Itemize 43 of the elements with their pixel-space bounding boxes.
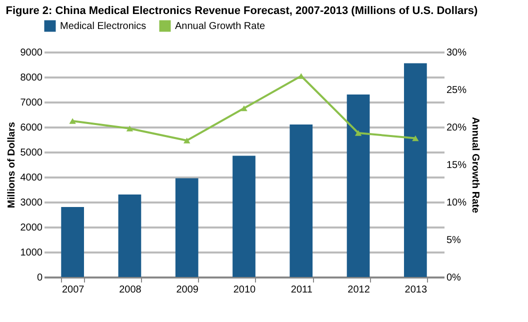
point: [126, 126, 134, 132]
bar: [290, 124, 313, 277]
bar: [61, 207, 84, 277]
x-tick-label: 2013: [404, 284, 428, 296]
point: [354, 130, 362, 136]
point: [184, 138, 190, 144]
y-tick-label: 7000: [20, 98, 43, 108]
bar: [232, 156, 256, 277]
bar: [404, 63, 427, 277]
y2-tick-label: 30%: [446, 48, 467, 58]
y-axis-title: Millions of Dollars: [6, 122, 18, 208]
y2-tick-label: 20%: [446, 122, 467, 134]
y-tick-label: 9000: [20, 48, 43, 58]
bar: [346, 94, 370, 277]
y-tick-label: 5000: [20, 148, 43, 158]
point: [69, 118, 76, 124]
x-tick-label: 2011: [290, 284, 313, 296]
y-tick-label: 3000: [20, 198, 43, 208]
point: [298, 73, 304, 79]
y-tick-label: 6000: [20, 122, 43, 134]
bar: [175, 178, 198, 277]
x-tick-label: 2009: [176, 284, 199, 296]
x-tick-label: 2012: [348, 284, 370, 296]
y2-tick-label: 10%: [446, 198, 467, 208]
y2-tick-label: 0%: [446, 272, 462, 284]
y-tick-label: 1000: [20, 248, 43, 258]
x-tick-label: 2010: [233, 284, 256, 296]
y-tick-label: 2000: [20, 222, 43, 234]
y2-tick-label: 5%: [446, 235, 462, 246]
x-tick-label: 2008: [119, 284, 142, 296]
chart-title: Figure 2: China Medical Electronics Revenue Forecast, 2007-2013 (Millions of U.S. Dollars): [6, 5, 478, 17]
point: [240, 105, 248, 112]
y2-tick-label: 25%: [446, 85, 467, 96]
legend-label: Medical Electronics: [60, 21, 146, 32]
y2-axis-title: Annual Growth Rate: [470, 116, 481, 214]
legend-label: Annual Growth Rate: [175, 21, 266, 32]
point: [412, 135, 419, 142]
y-tick-label: 0: [36, 272, 43, 284]
y2-tick-label: 15%: [446, 160, 467, 171]
y-tick-label: 8000: [20, 72, 43, 84]
bar: [118, 194, 142, 277]
y-tick-label: 4000: [20, 172, 43, 184]
x-tick-label: 2007: [62, 284, 85, 296]
